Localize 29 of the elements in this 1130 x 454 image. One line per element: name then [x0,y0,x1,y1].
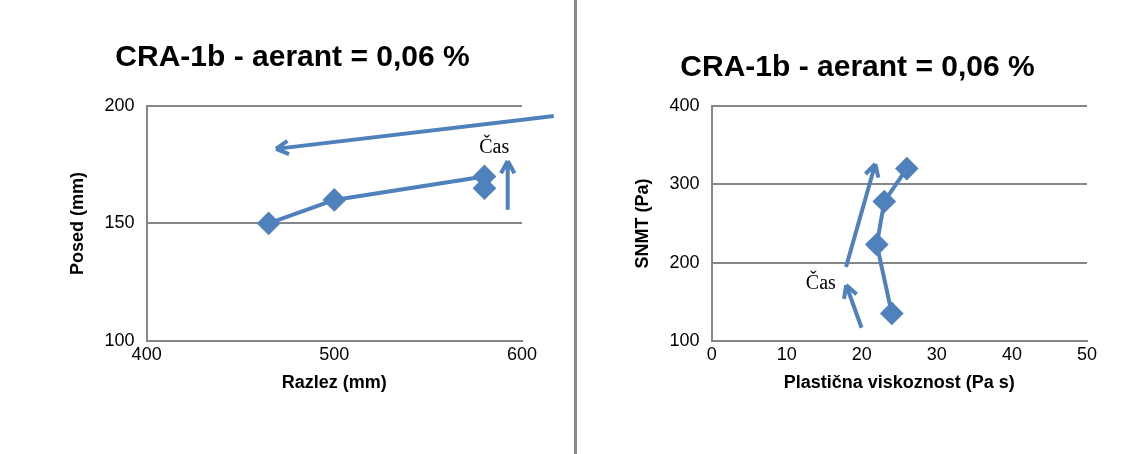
y-axis-title: SNMT (Pa) [631,178,652,269]
y-tick-label: 100 [669,329,700,350]
point [323,188,346,211]
x-tick-label: 600 [506,343,538,364]
point [873,190,896,213]
x-tick-label: 30 [926,343,947,364]
annotation: Čas [479,133,510,157]
x-tick-label: 50 [1076,343,1098,364]
point [895,157,918,180]
chart-title: CRA-1b - aerant = 0,06 % [115,39,470,73]
x-axis-title: Plastična viskoznost (Pa s) [783,372,1015,393]
y-tick-label: 200 [669,251,700,272]
y-tick-label: 100 [104,329,135,350]
x-axis-title: Razlez (mm) [281,372,387,393]
chart-title: CRA-1b - aerant = 0,06 % [680,49,1035,83]
x-tick-label: 40 [1001,343,1022,364]
point [865,233,888,256]
x-tick-label: 10 [776,343,797,364]
y-tick-label: 200 [104,94,135,115]
y-tick-label: 150 [104,212,135,233]
y-axis-title: Posed (mm) [66,171,87,275]
x-tick-label: 0 [706,343,717,364]
annotation: Čas [805,270,837,294]
x-tick-label: 20 [851,343,872,364]
x-tick-label: 500 [319,343,350,364]
point [880,302,903,325]
point [257,212,280,235]
y-tick-label: 300 [669,173,700,194]
y-tick-label: 400 [669,94,700,115]
